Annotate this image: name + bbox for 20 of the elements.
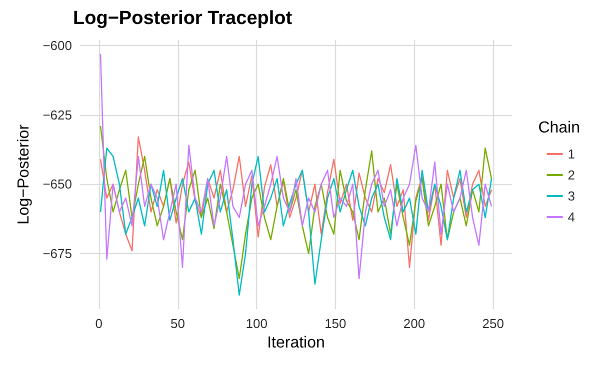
legend-title: Chain: [538, 120, 580, 136]
line-series: [100, 53, 492, 280]
x-tick-label: 250: [482, 316, 504, 331]
y-axis-title: Log−Posterior: [15, 124, 32, 225]
legend-label: 3: [568, 188, 576, 204]
y-tick-label: −675: [42, 246, 72, 262]
x-tick-label: 50: [170, 316, 185, 331]
x-axis-title: Iteration: [267, 334, 325, 352]
y-tick-label: −650: [42, 176, 72, 192]
y-tick-label: −625: [42, 107, 72, 122]
x-tick-label: 0: [95, 316, 103, 331]
line-series: [100, 148, 492, 296]
y-tick-label: −600: [42, 38, 72, 54]
x-tick-label: 100: [246, 316, 268, 331]
legend-label: 1: [568, 146, 576, 162]
legend-label: 2: [568, 168, 576, 182]
legend-label: 4: [568, 210, 576, 224]
x-tick-label: 200: [403, 316, 426, 331]
x-tick-label: 150: [324, 316, 346, 331]
chart-title: Log−Posterior Traceplot: [73, 8, 293, 29]
